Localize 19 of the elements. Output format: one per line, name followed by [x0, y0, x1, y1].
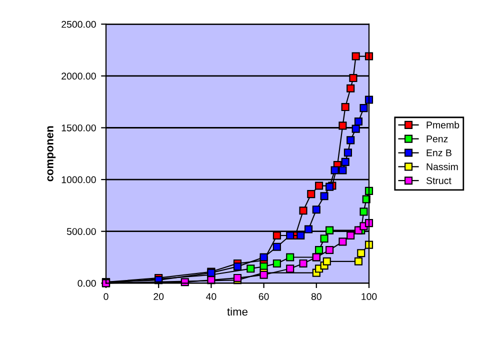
x-tick-label: 20	[154, 293, 164, 300]
legend-label: Struct	[426, 177, 452, 184]
y-axis-title: componen	[47, 126, 56, 182]
x-tick-label: 40	[206, 293, 216, 300]
y-tick-label: 0.00	[78, 280, 96, 287]
x-tick-label: 0	[104, 293, 108, 300]
y-tick-label: 1500.00	[62, 124, 96, 132]
y-tick-label: 500.00	[66, 228, 96, 235]
legend-label: Nassim	[426, 163, 458, 170]
legend-label: Penz	[426, 136, 448, 142]
x-axis-title: time	[227, 307, 248, 316]
y-tick-label: 1000.00	[62, 176, 96, 184]
y-tick-label: 2000.00	[62, 72, 96, 80]
y-tick-label: 2500.00	[62, 20, 96, 28]
legend-label: Pmemb	[426, 121, 460, 128]
x-tick-label: 80	[311, 293, 322, 300]
x-tick-label: 60	[258, 293, 269, 300]
legend-label: Enz B	[426, 149, 452, 156]
x-tick-label: 100	[362, 293, 377, 300]
